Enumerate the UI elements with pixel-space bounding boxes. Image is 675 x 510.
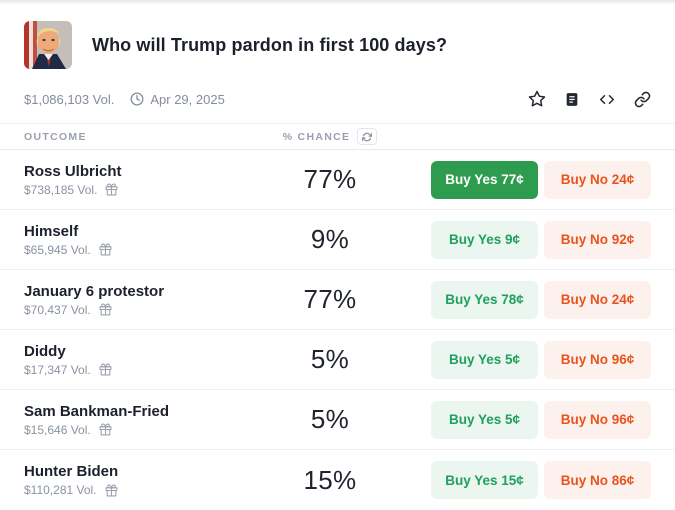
- market-row: Hunter Biden $110,281 Vol. 15% Buy Yes 1…: [0, 450, 675, 510]
- buy-yes-button[interactable]: Buy Yes 78¢: [431, 280, 538, 319]
- chance-value: 15%: [303, 464, 357, 495]
- outcome-volume-label: $17,347 Vol.: [24, 362, 91, 377]
- chance-value: 77%: [303, 284, 357, 314]
- top-shadow: [0, 0, 675, 5]
- market-row: Ross Ulbricht $738,185 Vol. 77% Buy Yes …: [0, 150, 675, 210]
- outcome-cell: Ross Ulbricht $738,185 Vol.: [24, 163, 273, 197]
- outcome-cell: January 6 protestor $70,437 Vol.: [24, 283, 273, 317]
- market-header: Who will Trump pardon in first 100 days?: [0, 5, 675, 69]
- rewards-gift-icon[interactable]: [105, 484, 118, 497]
- outcome-name: January 6 protestor: [24, 282, 165, 300]
- outcome-volume: $17,347 Vol.: [24, 363, 273, 377]
- embed-code-icon: [600, 94, 614, 104]
- outcome-name: Diddy: [24, 342, 66, 360]
- outcome-name: Ross Ulbricht: [24, 162, 122, 180]
- copy-link-button[interactable]: [634, 91, 651, 108]
- rules-document-button[interactable]: [564, 91, 580, 108]
- rewards-gift-icon[interactable]: [99, 423, 112, 436]
- outcome-volume-label: $65,945 Vol.: [24, 242, 91, 257]
- rewards-gift-icon[interactable]: [99, 243, 112, 256]
- bookmark-star-button[interactable]: [528, 90, 546, 108]
- refresh-icon: [362, 132, 373, 141]
- market-row: Himself $65,945 Vol. 9% Buy Yes 9¢ Buy N…: [0, 210, 675, 270]
- trump-portrait-image: [24, 21, 72, 69]
- outcome-cell: Hunter Biden $110,281 Vol.: [24, 463, 273, 497]
- chance-column-label: % CHANCE: [282, 130, 351, 143]
- star-icon: [528, 90, 546, 107]
- chance-value: 5%: [310, 344, 350, 374]
- outcome-cell: Himself $65,945 Vol.: [24, 223, 273, 257]
- outcome-volume-label: $15,646 Vol.: [24, 422, 91, 437]
- volume-total: $1,086,103 Vol.: [24, 91, 115, 107]
- rewards-gift-icon[interactable]: [99, 363, 112, 376]
- outcome-column-header: OUTCOME: [24, 130, 87, 143]
- chance-value: 77%: [303, 164, 357, 194]
- clock-icon: [130, 92, 144, 106]
- copy-link-icon: [634, 91, 651, 107]
- market-stats: $1,086,103 Vol. Apr 29, 2025: [24, 92, 225, 107]
- outcome-volume: $738,185 Vol.: [24, 183, 273, 197]
- buy-no-button[interactable]: Buy No 96¢: [544, 400, 651, 439]
- chance-column-header: % CHANCE: [273, 128, 387, 145]
- meta-row: $1,086,103 Vol. Apr 29, 2025: [0, 90, 675, 108]
- outcome-cell: Diddy $17,347 Vol.: [24, 343, 273, 377]
- rewards-gift-icon[interactable]: [99, 303, 112, 316]
- table-header: OUTCOME % CHANCE: [0, 123, 675, 150]
- buy-no-button[interactable]: Buy No 24¢: [544, 160, 651, 199]
- market-avatar-trump: [24, 21, 72, 69]
- outcome-volume: $110,281 Vol.: [24, 483, 273, 497]
- outcome-volume-label: $70,437 Vol.: [24, 302, 91, 317]
- outcome-volume: $15,646 Vol.: [24, 423, 273, 437]
- chance-value: 9%: [310, 224, 350, 254]
- outcome-volume-label: $110,281 Vol.: [24, 483, 97, 497]
- rules-document-icon: [566, 92, 578, 106]
- market-row: January 6 protestor $70,437 Vol. 77% Buy…: [0, 270, 675, 330]
- outcome-name: Hunter Biden: [24, 463, 119, 480]
- buy-yes-button[interactable]: Buy Yes 9¢: [431, 220, 538, 259]
- outcome-volume: $70,437 Vol.: [24, 303, 273, 317]
- outcome-volume-label: $738,185 Vol.: [24, 182, 98, 197]
- outcome-name: Sam Bankman-Fried: [24, 402, 170, 420]
- buy-no-button[interactable]: Buy No 86¢: [544, 461, 651, 499]
- buy-yes-button[interactable]: Buy Yes 77¢: [431, 160, 538, 199]
- buy-no-button[interactable]: Buy No 96¢: [544, 340, 651, 379]
- market-row: Sam Bankman-Fried $15,646 Vol. 5% Buy Ye…: [0, 390, 675, 450]
- outcome-cell: Sam Bankman-Fried $15,646 Vol.: [24, 403, 273, 437]
- refresh-prices-button[interactable]: [357, 128, 378, 145]
- market-title: Who will Trump pardon in first 100 days?: [92, 34, 448, 55]
- buy-yes-button[interactable]: Buy Yes 5¢: [431, 340, 538, 379]
- buy-no-button[interactable]: Buy No 24¢: [544, 280, 651, 319]
- chance-value: 5%: [310, 404, 350, 434]
- market-row: Diddy $17,347 Vol. 5% Buy Yes 5¢ Buy No …: [0, 330, 675, 390]
- outcome-volume: $65,945 Vol.: [24, 243, 273, 257]
- end-date-label: Apr 29, 2025: [150, 91, 225, 107]
- end-date: Apr 29, 2025: [130, 91, 225, 107]
- buy-yes-button[interactable]: Buy Yes 15¢: [431, 461, 538, 499]
- buy-no-button[interactable]: Buy No 92¢: [544, 220, 651, 259]
- market-actions: [528, 90, 651, 108]
- outcome-rows: Ross Ulbricht $738,185 Vol. 77% Buy Yes …: [0, 150, 675, 510]
- embed-code-button[interactable]: [598, 92, 616, 107]
- outcome-name: Himself: [24, 222, 79, 240]
- buy-yes-button[interactable]: Buy Yes 5¢: [431, 400, 538, 439]
- rewards-gift-icon[interactable]: [105, 183, 118, 196]
